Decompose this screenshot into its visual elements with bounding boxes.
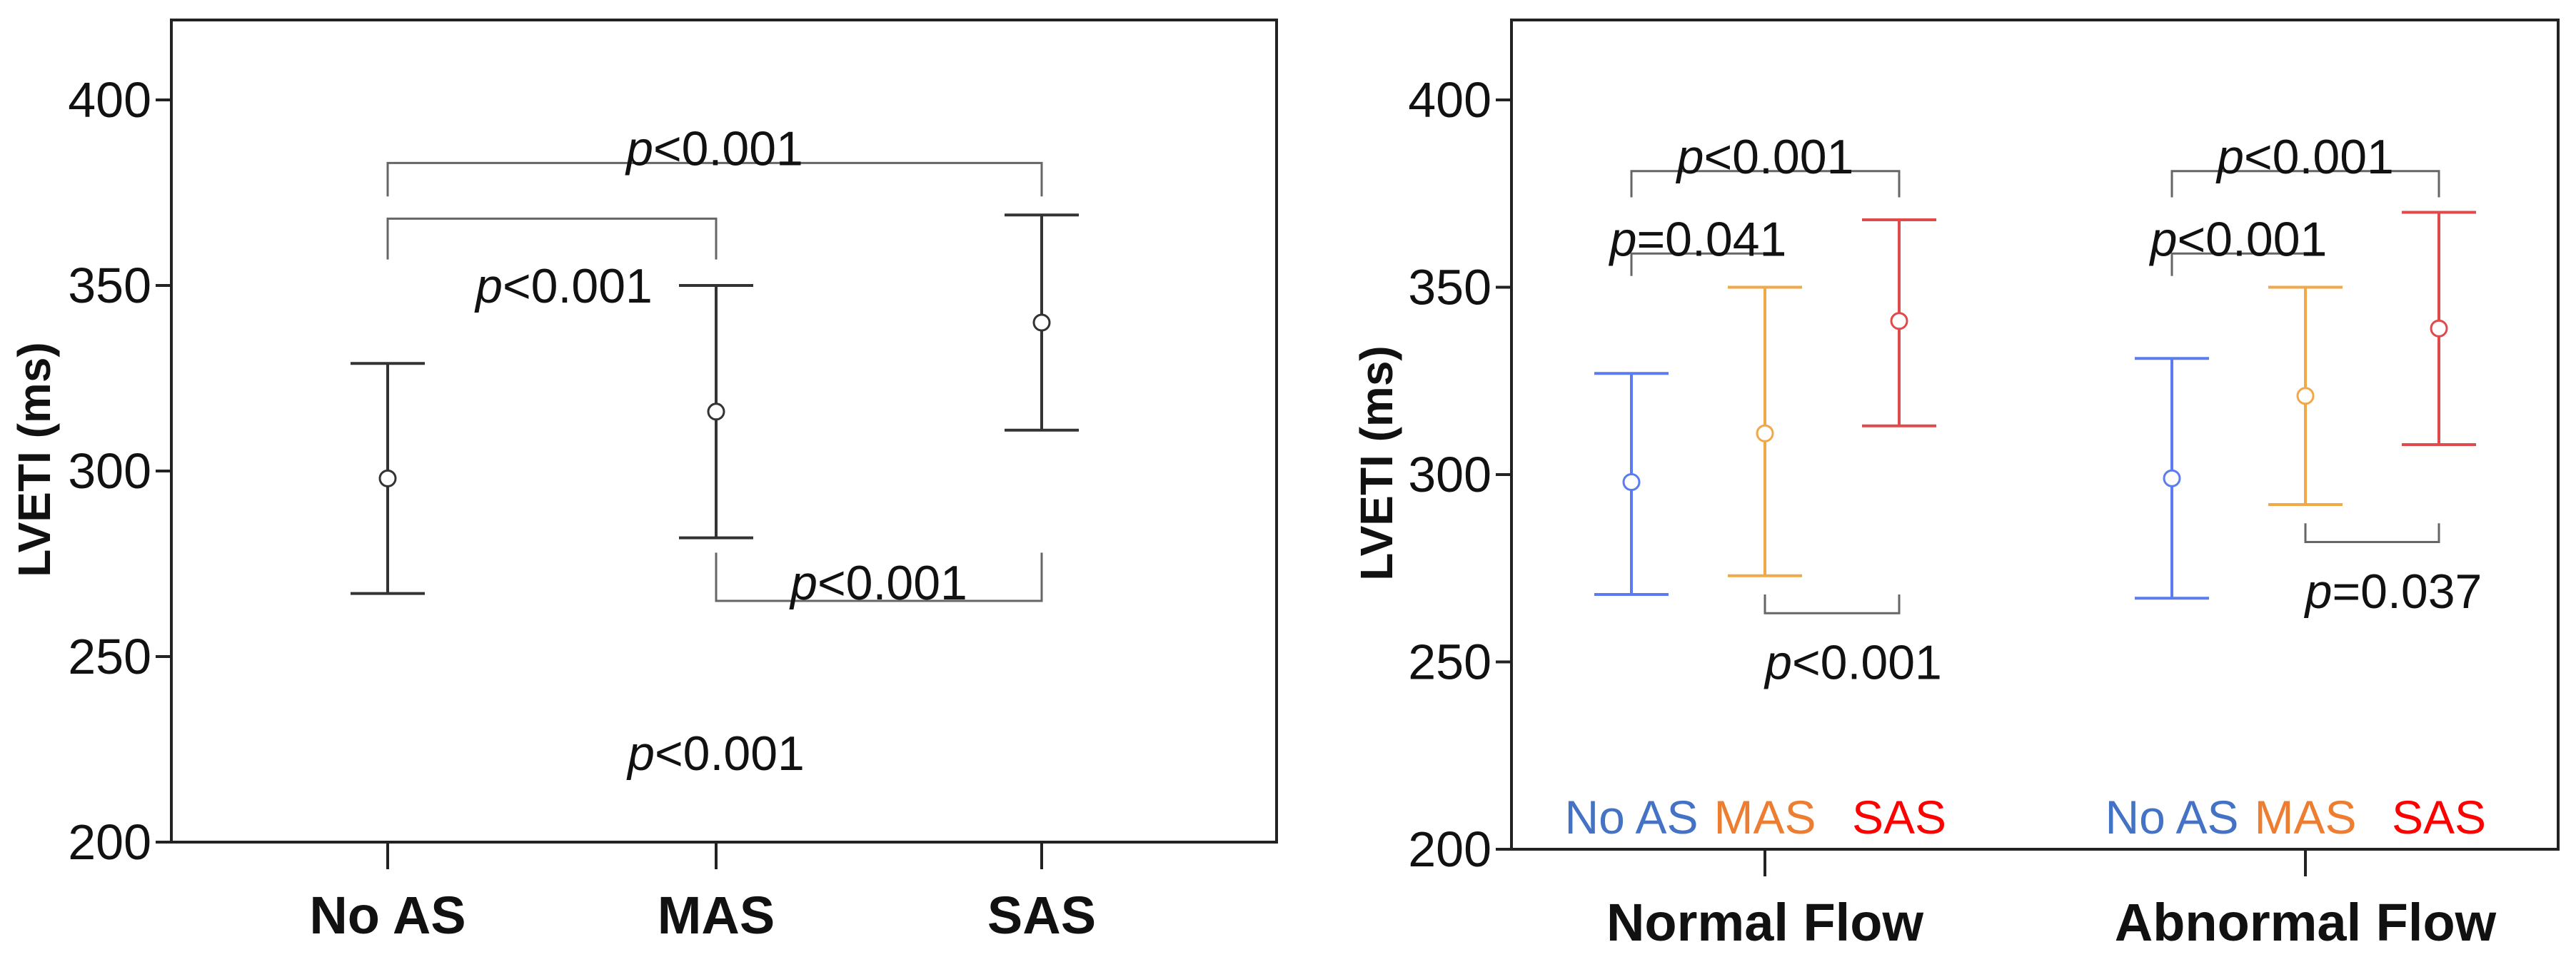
mean-marker — [1032, 313, 1051, 332]
p-symbol: p — [2215, 130, 2244, 184]
y-tick-label: 300 — [68, 443, 151, 499]
subgroup-label: MAS — [2254, 791, 2356, 844]
y-tick-label: 300 — [1408, 447, 1491, 502]
bracket-line — [1630, 170, 1901, 198]
p-value-label: p<0.001 — [2215, 130, 2394, 184]
x-tick-label: MAS — [658, 886, 775, 945]
p-value: <0.001 — [2244, 130, 2394, 184]
plot-frame — [1510, 19, 2560, 851]
p-value-label: p<0.001 — [474, 259, 653, 313]
x-tick-label: No AS — [309, 886, 466, 945]
error-bar-no-as — [1594, 372, 1669, 596]
y-axis-label: LVETI (ms) — [1351, 345, 1402, 581]
significance-bracket: p<0.001 — [386, 122, 1043, 197]
p-value: =0.041 — [1636, 212, 1786, 266]
bracket-line — [386, 217, 718, 260]
y-tick-label: 350 — [1408, 260, 1491, 315]
p-value: <0.001 — [817, 556, 967, 610]
subgroup-label: No AS — [1564, 791, 1698, 844]
y-tick-label: 400 — [68, 72, 151, 128]
p-value-label: p<0.001 — [789, 556, 967, 610]
p-symbol: p — [626, 726, 655, 781]
significance-bracket: p=0.037 — [2304, 523, 2482, 619]
mean-marker — [2163, 469, 2181, 487]
p-symbol: p — [1764, 636, 1792, 690]
x-tick-label: Normal Flow — [1606, 893, 1923, 952]
mean-marker — [378, 469, 397, 487]
p-value-label: p<0.001 — [2149, 212, 2328, 266]
bracket-line — [2170, 252, 2305, 276]
p-symbol: p — [2304, 564, 2333, 619]
mean-marker — [2296, 387, 2315, 405]
y-tick-label: 400 — [1408, 72, 1491, 128]
p-symbol: p — [474, 259, 503, 313]
p-value-label: p<0.001 — [625, 122, 803, 176]
bracket-line — [2304, 523, 2440, 543]
significance-bracket: p<0.001 — [1630, 130, 1901, 198]
significance-bracket: p<0.001 — [1764, 594, 1942, 690]
y-tick-label: 200 — [68, 814, 151, 870]
p-value: <0.001 — [1792, 636, 1942, 690]
p-symbol: p — [625, 122, 653, 176]
plot-frame — [170, 19, 1278, 844]
bracket-line — [386, 161, 1043, 197]
error-bar-no-as — [351, 362, 425, 595]
x-tick-label: Abnormal Flow — [2115, 893, 2497, 952]
p-value: <0.001 — [503, 259, 653, 313]
subgroup-label: SAS — [2392, 791, 2486, 844]
mean-marker — [1890, 312, 1908, 330]
significance-bracket: p<0.001 — [386, 217, 718, 313]
bracket-line — [1764, 594, 1901, 614]
y-tick-label: 200 — [1408, 821, 1491, 877]
error-bar-sas — [2402, 211, 2476, 446]
p-value: <0.001 — [1704, 130, 1853, 184]
p-value: <0.001 — [653, 122, 803, 176]
y-tick-label: 250 — [1408, 634, 1491, 690]
mean-marker — [1622, 473, 1641, 491]
bracket-line — [1630, 252, 1765, 276]
y-axis-label: LVETI (ms) — [9, 342, 60, 577]
significance-bracket: p=0.041 — [1609, 212, 1787, 276]
y-tick-label: 350 — [68, 258, 151, 313]
x-tick-label: SAS — [987, 886, 1096, 945]
p-symbol: p — [789, 556, 817, 610]
mean-marker — [707, 402, 725, 421]
bracket-line — [715, 552, 1043, 602]
y-tick-label: 250 — [68, 629, 151, 684]
p-value: <0.001 — [2177, 212, 2327, 266]
error-bar-sas — [1862, 218, 1936, 427]
mean-marker — [1756, 424, 1774, 442]
significance-bracket: p<0.001 — [2149, 212, 2328, 276]
significance-bracket: p<0.001 — [715, 552, 1043, 610]
subgroup-label: MAS — [1714, 791, 1816, 844]
p-value: =0.037 — [2332, 564, 2482, 619]
subgroup-label: No AS — [2105, 791, 2238, 844]
p-value-label: p=0.037 — [2304, 564, 2482, 619]
p-value-annotation: p<0.001 — [626, 726, 805, 781]
error-bar-sas — [1005, 213, 1079, 432]
p-value: <0.001 — [655, 726, 805, 781]
error-bar-mas — [679, 284, 753, 540]
p-symbol: p — [1676, 130, 1704, 184]
p-symbol: p — [2149, 212, 2178, 266]
significance-bracket: p<0.001 — [2170, 130, 2440, 198]
p-value-label: p<0.001 — [1764, 636, 1942, 690]
subgroup-label: SAS — [1852, 791, 1946, 844]
error-bar-mas — [2268, 285, 2343, 506]
p-value-label: p=0.041 — [1609, 212, 1787, 266]
error-bar-no-as — [2135, 357, 2209, 600]
p-symbol: p — [1609, 212, 1637, 266]
bracket-line — [2170, 170, 2440, 198]
mean-marker — [2430, 319, 2448, 338]
error-bar-mas — [1728, 285, 1802, 577]
panel-2: 200 250 300 350 400 LVETI (ms) Normal Flow Abno… — [1351, 19, 2560, 952]
p-value-label: p<0.001 — [1676, 130, 1854, 184]
